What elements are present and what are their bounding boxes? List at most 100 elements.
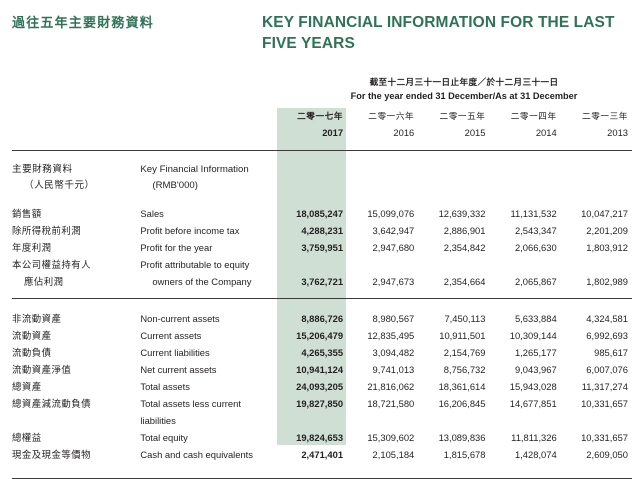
row-label-en-current-assets: Current assets [140, 330, 202, 341]
column-header-year-2016: 2016 [393, 127, 415, 138]
row-label-en-profit-before-tax: Profit before income tax [140, 225, 240, 236]
cell-total-equity-2016: 15,309,602 [367, 432, 415, 443]
cell-total-assets-2016: 21,816,062 [367, 381, 415, 392]
cell-current-assets-2016: 12,835,495 [367, 330, 415, 341]
row-label-zh-profit-attributable-line2: 應佔利潤 [24, 276, 64, 287]
section-rule-row [12, 290, 632, 299]
row-label-en-total-assets: Total assets [140, 381, 190, 392]
cell-net-current-assets-2017: 10,941,124 [296, 364, 344, 375]
row-label-zh-total-assets-less-current-liabilities: 總資產減流動負債 [12, 398, 92, 409]
cell-profit-for-year-2017: 3,759,951 [301, 242, 344, 253]
column-header-year-2015-zh: 二零一五年 [439, 111, 486, 121]
row-label-en-profit-for-year: Profit for the year [140, 242, 213, 253]
cell-total-equity-2015: 13,089,836 [438, 432, 486, 443]
table-row: 年度利潤 Profit for the year 3,759,951 2,947… [12, 239, 632, 256]
cell-current-liabilities-2013: 985,617 [594, 347, 628, 358]
cell-net-current-assets-2013: 6,007,076 [586, 364, 628, 375]
cell-non-current-assets-2016: 8,980,567 [372, 313, 415, 324]
current-year-highlight-band [277, 108, 346, 445]
spacer-after-header [12, 151, 632, 163]
cell-total-assets-less-cl-2016: 18,721,580 [367, 398, 415, 409]
header-rule [12, 142, 632, 151]
header-spacer-en [140, 108, 274, 125]
column-header-year-2017: 2017 [322, 127, 344, 138]
cell-non-current-assets-2017: 8,886,726 [301, 313, 344, 324]
cell-current-liabilities-2017: 4,265,355 [301, 347, 344, 358]
cell-current-liabilities-2014: 1,265,177 [514, 347, 557, 358]
row-label-en-profit-attributable-line1: Profit attributable to equity [140, 259, 250, 270]
header-spacer-zh-2 [12, 125, 140, 142]
table-row: 總權益 Total equity 19,824,653 15,309,602 1… [12, 429, 632, 446]
cell-total-assets-less-cl-2017: 19,827,850 [296, 398, 344, 409]
page-title-english: KEY FINANCIAL INFORMATION FOR THE LAST F… [262, 14, 615, 52]
row-label-zh-non-current-assets: 非流動資產 [12, 313, 62, 324]
row-label-zh-total-equity: 總權益 [12, 432, 42, 443]
cell-non-current-assets-2014: 5,633,884 [514, 313, 557, 324]
cell-total-assets-less-cl-2013: 10,331,657 [581, 398, 628, 409]
table-header-row-en: 2017 2016 2015 2014 2013 [12, 125, 632, 142]
column-header-year-2016-zh: 二零一六年 [368, 111, 415, 121]
cell-profit-before-tax-2014: 2,543,347 [514, 225, 557, 236]
table-row: 總資產 Total assets 24,093,205 21,816,062 1… [12, 378, 632, 395]
table-row: 銷售額 Sales 18,085,247 15,099,076 12,639,3… [12, 205, 632, 222]
row-label-zh-current-assets: 流動資產 [12, 330, 52, 341]
cell-total-assets-2017: 24,093,205 [296, 381, 344, 392]
spacer-before-balance-rows [12, 299, 632, 311]
period-heading-english: For the year ended 31 December/As at 31 … [350, 91, 578, 101]
row-label-en-total-equity: Total equity [140, 432, 188, 443]
row-label-en-current-liabilities: Current liabilities [140, 347, 210, 358]
cell-total-equity-2014: 11,811,326 [511, 432, 557, 443]
cell-net-current-assets-2016: 9,741,013 [372, 364, 415, 375]
table-row: 除所得稅前利潤 Profit before income tax 4,288,2… [12, 222, 632, 239]
header-rule-row [12, 142, 632, 151]
cell-current-assets-2013: 6,992,693 [586, 330, 628, 341]
table-row: 應佔利潤 owners of the Company 3,762,721 2,9… [12, 273, 632, 290]
cell-sales-2017: 18,085,247 [296, 208, 344, 219]
row-label-zh-sales: 銷售額 [12, 208, 42, 219]
spacer-before-income-rows [12, 194, 632, 205]
cell-total-equity-2017: 19,824,653 [296, 432, 344, 443]
cell-profit-for-year-2014: 2,066,630 [514, 242, 557, 253]
cell-sales-2013: 10,047,217 [581, 208, 628, 219]
row-label-en-sales: Sales [140, 208, 164, 219]
section-title-row-2: （人民幣千元） (RMB'000) [12, 178, 632, 194]
cell-current-liabilities-2015: 2,154,769 [443, 347, 486, 358]
cell-sales-2014: 11,131,532 [510, 208, 557, 219]
row-label-zh-current-liabilities: 流動負債 [12, 347, 52, 358]
cell-current-assets-2015: 10,911,501 [439, 330, 486, 341]
cell-total-assets-2014: 15,943,028 [509, 381, 557, 392]
cell-profit-before-tax-2016: 3,642,947 [372, 225, 415, 236]
period-heading-chinese: 截至十二月三十一日止年度／於十二月三十一日 [369, 77, 559, 87]
table-header-row-zh: 二零一七年 二零一六年 二零一五年 二零一四年 二零一三年 [12, 108, 632, 125]
cell-profit-before-tax-2013: 2,201,209 [586, 225, 628, 236]
table-row: 總資產減流動負債 Total assets less current liabi… [12, 395, 632, 429]
section-title-row-1: 主要財務資料 Key Financial Information [12, 162, 632, 178]
cell-profit-attributable-2015: 2,354,664 [443, 276, 486, 287]
row-label-en-profit-attributable-line2: owners of the Company [152, 276, 252, 287]
cell-current-liabilities-2016: 3,094,482 [372, 347, 415, 358]
section-divider-rule [12, 290, 632, 299]
header-spacer-zh [12, 108, 140, 125]
bottom-rule-row [12, 470, 632, 479]
cell-sales-2016: 15,099,076 [367, 208, 415, 219]
row-label-zh-profit-for-year: 年度利潤 [12, 242, 52, 253]
label-column-header-zh: 主要財務資料 [12, 164, 73, 175]
table-row: 本公司權益持有人 Profit attributable to equity [12, 256, 632, 273]
column-header-year-2014: 2014 [535, 127, 557, 138]
cell-profit-attributable-2013: 1,802,989 [586, 276, 628, 287]
cell-profit-for-year-2013: 1,803,912 [586, 242, 628, 253]
cell-total-assets-less-cl-2015: 16,206,845 [438, 398, 486, 409]
label-column-header-en: Key Financial Information [140, 164, 249, 175]
cell-total-equity-2013: 10,331,657 [581, 432, 628, 443]
cell-non-current-assets-2015: 7,450,113 [444, 313, 486, 324]
cell-profit-for-year-2015: 2,354,842 [443, 242, 486, 253]
column-header-year-2015: 2015 [464, 127, 486, 138]
cell-net-current-assets-2014: 9,043,967 [514, 364, 557, 375]
row-label-en-total-assets-less-current-liabilities: Total assets less current liabilities [140, 398, 241, 426]
row-label-zh-profit-before-tax: 除所得稅前利潤 [12, 225, 82, 236]
financial-summary-page: 過往五年主要財務資料 KEY FINANCIAL INFORMATION FOR… [12, 14, 632, 479]
row-label-en-non-current-assets: Non-current assets [140, 313, 220, 324]
table-row: 流動資產 Current assets 15,206,479 12,835,49… [12, 327, 632, 344]
label-column-unit-zh: （人民幣千元） [24, 180, 95, 191]
column-header-year-2013: 2013 [607, 127, 628, 138]
